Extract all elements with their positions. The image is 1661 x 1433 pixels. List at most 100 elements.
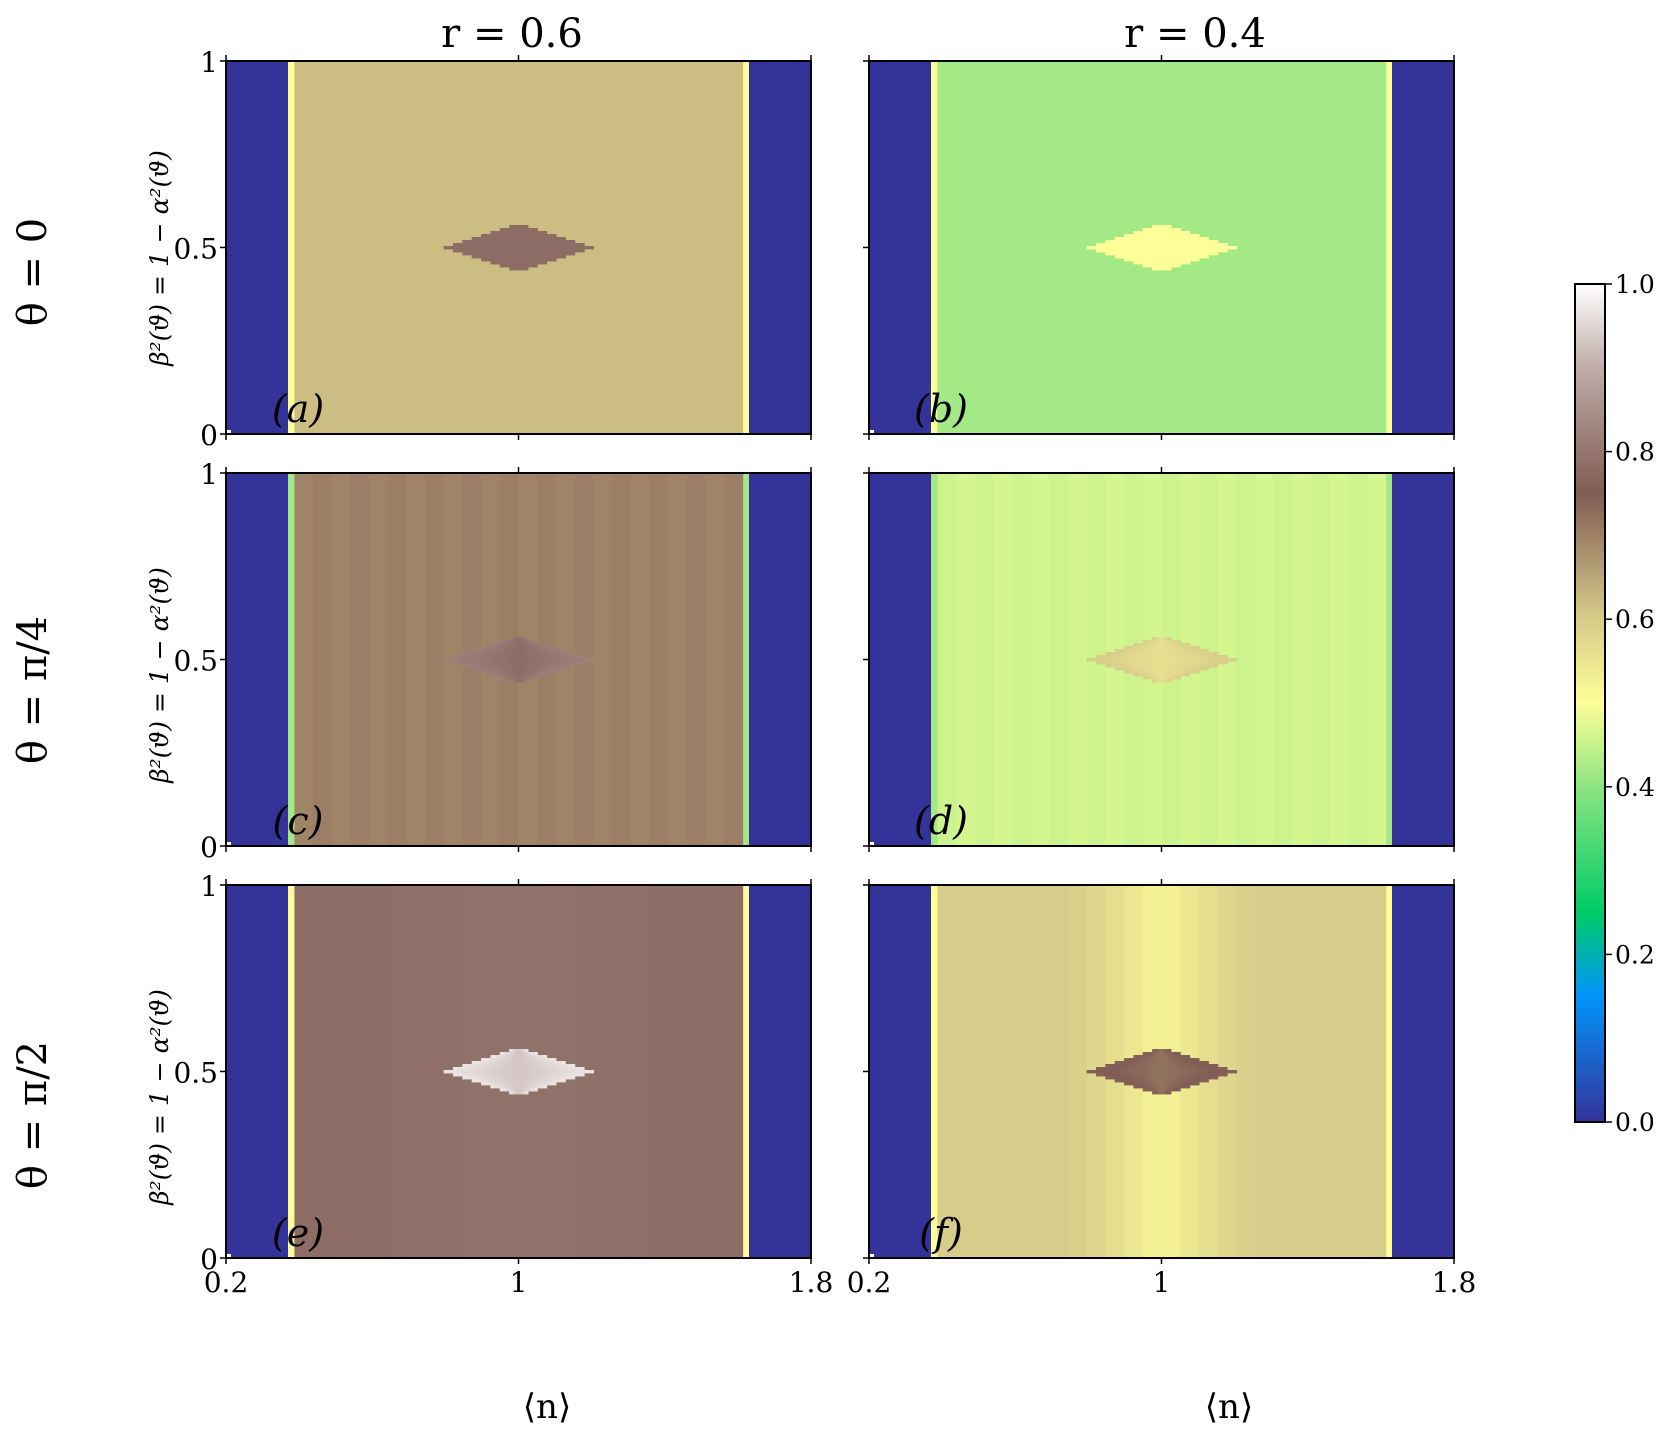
- diamond-cell: [1159, 267, 1161, 271]
- diamond-cell: [490, 646, 496, 650]
- diamond-cell: [567, 655, 577, 659]
- y-axis-label-top: β²(ϑ) = 1 − α²(ϑ): [145, 150, 174, 367]
- diamond-cell: [543, 1055, 548, 1059]
- diamond-cell: [1165, 1085, 1170, 1089]
- diamond-cell: [530, 667, 537, 671]
- diamond-cell: [1167, 667, 1174, 671]
- diamond-cell: [461, 243, 470, 247]
- diamond-cell: [1157, 1091, 1160, 1095]
- diamond-cell: [504, 652, 513, 656]
- diamond-cell: [511, 240, 520, 244]
- diamond-cell: [526, 249, 536, 253]
- diamond-cell: [1157, 1049, 1160, 1053]
- diamond-cell: [462, 652, 470, 656]
- diamond-cell: [511, 231, 516, 235]
- diamond-cell: [504, 1085, 509, 1089]
- diamond-cell: [1136, 643, 1142, 647]
- diamond-cell: [504, 234, 510, 238]
- diamond-cell: [443, 1070, 454, 1074]
- diamond-cell: [469, 661, 479, 665]
- diamond-cell: [518, 640, 522, 644]
- diamond-cell: [1189, 1058, 1195, 1062]
- diamond-cell: [1120, 237, 1127, 241]
- diamond-cell: [1162, 267, 1165, 271]
- diamond-cell: [502, 640, 506, 644]
- diamond-cell: [543, 231, 548, 235]
- diamond-cell: [522, 1091, 524, 1095]
- diamond-cell: [471, 649, 479, 653]
- diamond-cell: [1177, 676, 1181, 680]
- colorbar-gradient: [1575, 284, 1605, 1122]
- diamond-cell: [1133, 261, 1138, 265]
- diamond-cell: [1190, 1079, 1198, 1083]
- diamond-cell: [1167, 637, 1170, 641]
- diamond-cell: [1166, 1088, 1170, 1092]
- diamond-cell: [543, 673, 548, 677]
- diamond-cell: [1161, 655, 1171, 659]
- diamond-cell: [1147, 234, 1153, 238]
- diamond-cell: [518, 1055, 523, 1059]
- diamond-cell: [514, 225, 517, 229]
- diamond-cell: [509, 676, 513, 680]
- diamond-cell: [1168, 652, 1177, 656]
- diamond-cell: [546, 252, 555, 256]
- diamond-cell: [1196, 664, 1205, 668]
- diamond-cell: [523, 640, 527, 644]
- diamond-cell: [520, 1091, 523, 1095]
- diamond-cell: [1169, 655, 1179, 659]
- diamond-cell: [526, 1067, 536, 1071]
- background-strip: [1068, 885, 1088, 1258]
- diamond-cell: [1186, 231, 1191, 235]
- diamond-cell: [518, 1064, 527, 1068]
- diamond-cell: [483, 237, 490, 241]
- diamond-cell: [513, 1091, 516, 1095]
- diamond-cell: [1140, 231, 1145, 235]
- diamond-cell: [1168, 673, 1173, 677]
- diamond-cell: [1168, 1064, 1177, 1068]
- diamond-cell: [1210, 1064, 1219, 1068]
- diamond-cell: [490, 231, 495, 235]
- diamond-cell: [525, 637, 528, 641]
- diamond-cell: [539, 1055, 544, 1059]
- diamond-cell: [1147, 228, 1151, 232]
- diamond-cell: [1138, 649, 1145, 653]
- diamond-cell: [1180, 234, 1186, 238]
- diamond-cell: [471, 658, 482, 662]
- diamond-cell: [1184, 646, 1191, 650]
- diamond-cell: [1168, 252, 1177, 256]
- diamond-cell: [516, 225, 518, 229]
- diamond-cell: [1152, 670, 1158, 674]
- background-strip: [331, 61, 352, 434]
- diamond-cell: [527, 1058, 534, 1062]
- diamond-cell: [493, 1055, 499, 1059]
- diamond-cell: [1180, 1082, 1186, 1086]
- diamond-cell: [1168, 664, 1177, 668]
- diamond-cell: [476, 652, 484, 656]
- diamond-cell: [1173, 264, 1177, 268]
- diamond-cell: [1189, 658, 1200, 662]
- diamond-cell: [532, 252, 541, 256]
- diamond-cell: [502, 1052, 506, 1056]
- diamond-cell: [525, 679, 528, 683]
- diamond-cell: [506, 667, 514, 671]
- outer-step-right: [1420, 1157, 1454, 1244]
- diamond-cell: [1218, 655, 1228, 659]
- diamond-cell: [532, 643, 537, 647]
- diamond-cell: [555, 246, 566, 250]
- diamond-cell: [1145, 264, 1149, 268]
- background-strip: [993, 61, 1013, 434]
- colorbar-tick-label: 0.6: [1615, 605, 1655, 634]
- diamond-cell: [532, 240, 541, 244]
- diamond-cell: [1170, 1088, 1174, 1092]
- diamond-cell: [499, 1082, 506, 1086]
- background-strip: [294, 61, 314, 434]
- background-strip: [956, 885, 976, 1258]
- diamond-cell: [543, 655, 552, 659]
- diamond-cell: [534, 640, 538, 644]
- diamond-cell: [509, 1049, 511, 1053]
- diamond-cell: [1173, 1079, 1180, 1083]
- diamond-cell: [462, 1076, 470, 1080]
- diamond-cell: [490, 258, 496, 262]
- diamond-cell: [481, 646, 487, 650]
- diamond-cell: [1114, 246, 1125, 250]
